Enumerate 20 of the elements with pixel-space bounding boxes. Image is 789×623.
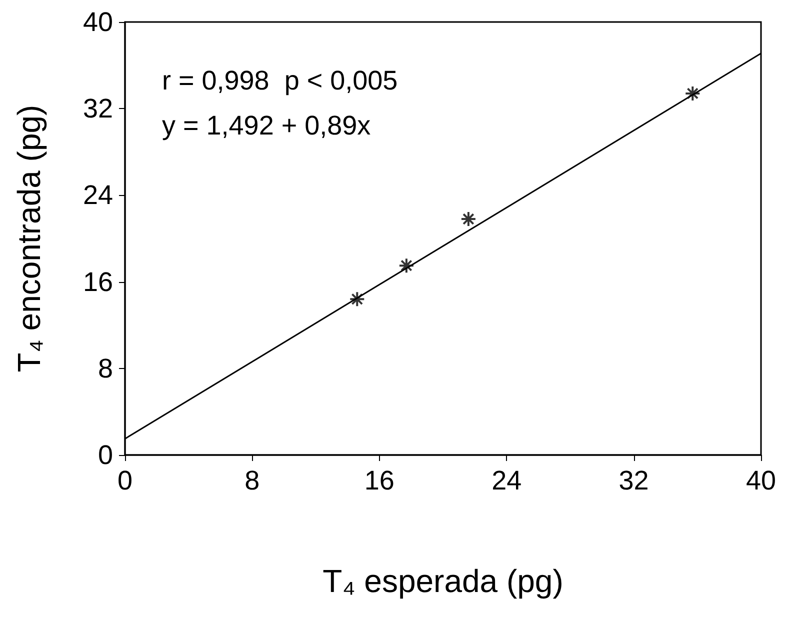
y-tick-label: 40 xyxy=(82,7,113,37)
x-tick-label: 32 xyxy=(618,466,649,496)
x-tick-label: 24 xyxy=(492,466,522,496)
y-tick-label: 8 xyxy=(98,353,113,384)
point xyxy=(460,211,476,228)
x-tick-label: 16 xyxy=(364,466,394,496)
y-tick-label: 16 xyxy=(82,266,113,297)
y-tick-label: 24 xyxy=(82,180,113,210)
point xyxy=(684,85,701,102)
y-axis-title: T₄ encontrada (pg) xyxy=(11,104,47,372)
x-tick-label: 40 xyxy=(746,466,776,496)
x-axis-title: T₄ esperada (pg) xyxy=(322,563,564,599)
x-tick-label: 8 xyxy=(244,466,260,496)
y-tick-label: 32 xyxy=(82,94,113,124)
y-tick-label: 0 xyxy=(98,440,113,470)
annotation: y = 1,492 + 0,89x xyxy=(162,110,372,140)
point xyxy=(349,291,366,308)
annotation: r = 0,998 p < 0,005 xyxy=(162,66,398,96)
point xyxy=(398,258,414,274)
x-tick-label: 0 xyxy=(117,466,133,496)
